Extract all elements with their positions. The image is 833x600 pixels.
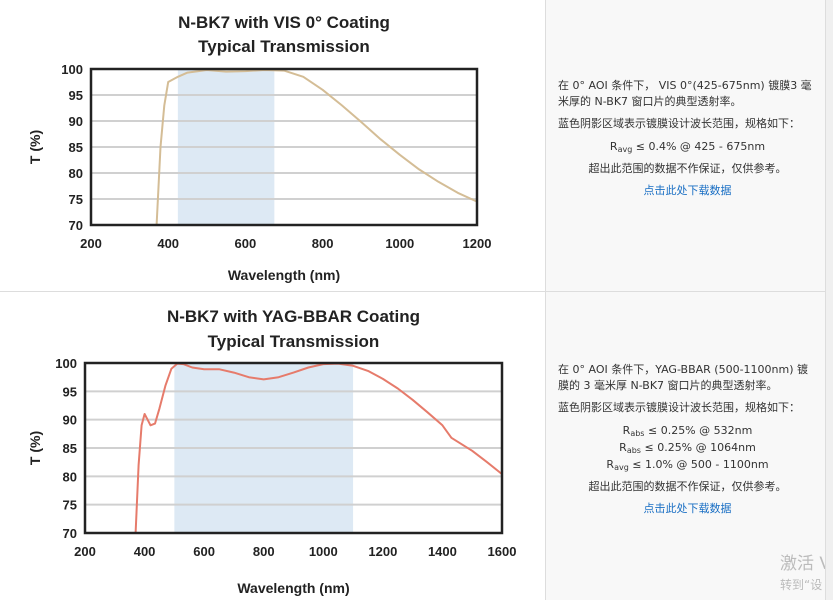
spec-value: ≤ 1.0% @ 500 - 1100nm xyxy=(628,458,769,471)
spec-line: Rabs ≤ 0.25% @ 532nm xyxy=(558,422,817,439)
activation-watermark-sub: 转到“设 xyxy=(780,578,823,592)
transmission-curve xyxy=(155,69,478,226)
chart-description: 在 0° AOI 条件下， VIS 0°(425-675nm) 镀膜3 毫米厚的… xyxy=(558,79,812,108)
y-tick-label: 85 xyxy=(69,140,83,155)
spec-subscript: abs xyxy=(626,446,641,455)
x-axis-label: Wavelength (nm) xyxy=(228,267,340,283)
x-tick-label: 1200 xyxy=(368,544,397,559)
y-tick-label: 70 xyxy=(69,218,83,233)
y-tick-label: 95 xyxy=(69,88,83,103)
activation-watermark: 激活 V xyxy=(780,554,832,574)
y-tick-label: 80 xyxy=(69,166,83,181)
spec-subscript: avg xyxy=(617,145,633,154)
y-tick-label: 75 xyxy=(63,498,77,513)
spec-subscript: abs xyxy=(630,429,645,438)
spec-symbol: R xyxy=(622,424,631,437)
spec-value: ≤ 0.25% @ 532nm xyxy=(644,424,753,437)
chart-title: N-BK7 with YAG-BBAR Coating xyxy=(167,307,420,326)
x-tick-label: 1600 xyxy=(488,544,517,559)
y-axis-label: T (%) xyxy=(27,130,43,164)
download-data-link[interactable]: 点击此处下载数据 xyxy=(643,184,732,197)
chart-panel: N-BK7 with VIS 0° Coating Typical Transmi… xyxy=(0,0,546,291)
scrollbar[interactable] xyxy=(825,0,833,600)
spec-line: Ravg ≤ 1.0% @ 500 - 1100nm xyxy=(558,456,817,473)
y-axis-label: T (%) xyxy=(27,431,43,465)
yag-bbar-transmission-chart: N-BK7 with YAG-BBAR Coating Typical Trans… xyxy=(27,307,517,596)
spec-symbol: R xyxy=(606,458,615,471)
transmission-curve xyxy=(134,362,503,534)
spec-line: Ravg ≤ 0.4% @ 425 - 675nm xyxy=(558,138,817,155)
x-tick-label: 1000 xyxy=(309,544,338,559)
y-tick-label: 100 xyxy=(61,62,83,77)
spec-symbol: R xyxy=(609,140,618,153)
y-tick-label: 70 xyxy=(63,526,77,541)
description-panel: 在 0° AOI 条件下，YAG-BBAR (500-1100nm) 镀膜的 3… xyxy=(546,292,831,600)
chart-title: N-BK7 with VIS 0° Coating xyxy=(178,13,390,32)
x-tick-label: 200 xyxy=(80,236,102,251)
x-tick-label: 800 xyxy=(253,544,275,559)
x-tick-label: 1200 xyxy=(463,236,492,251)
y-tick-label: 85 xyxy=(63,441,77,456)
x-tick-label: 600 xyxy=(235,236,257,251)
x-tick-label: 200 xyxy=(74,544,96,559)
description-panel: 在 0° AOI 条件下， VIS 0°(425-675nm) 镀膜3 毫米厚的… xyxy=(546,0,825,291)
disclaimer: 超出此范围的数据不作保证，仅供参考。 xyxy=(588,162,787,175)
chart-panel: N-BK7 with YAG-BBAR Coating Typical Trans… xyxy=(0,292,546,600)
x-tick-label: 800 xyxy=(312,236,334,251)
spec-list: Rabs ≤ 0.25% @ 532nm Rabs ≤ 0.25% @ 1064… xyxy=(558,422,817,473)
chart-row-yag: N-BK7 with YAG-BBAR Coating Typical Trans… xyxy=(0,292,831,600)
band-note: 蓝色阴影区域表示镀膜设计波长范围，规格如下： xyxy=(558,117,800,130)
x-tick-label: 1000 xyxy=(385,236,414,251)
chart-subtitle: Typical Transmission xyxy=(208,332,380,351)
band-note: 蓝色阴影区域表示镀膜设计波长范围，规格如下： xyxy=(558,401,800,414)
y-tick-label: 95 xyxy=(63,384,77,399)
chart-description: 在 0° AOI 条件下，YAG-BBAR (500-1100nm) 镀膜的 3… xyxy=(558,363,809,392)
plot-frame xyxy=(89,67,479,227)
spec-line: Rabs ≤ 0.25% @ 1064nm xyxy=(558,439,817,456)
disclaimer: 超出此范围的数据不作保证，仅供参考。 xyxy=(588,480,787,493)
spec-subscript: avg xyxy=(614,463,629,472)
chart-row-vis: N-BK7 with VIS 0° Coating Typical Transmi… xyxy=(0,0,825,292)
x-tick-label: 400 xyxy=(134,544,156,559)
y-tick-label: 75 xyxy=(69,192,83,207)
spec-value: ≤ 0.25% @ 1064nm xyxy=(640,441,756,454)
x-axis-label: Wavelength (nm) xyxy=(237,580,349,596)
plot-frame xyxy=(83,361,504,535)
y-tick-label: 90 xyxy=(69,114,83,129)
x-tick-label: 1400 xyxy=(428,544,457,559)
spec-list: Ravg ≤ 0.4% @ 425 - 675nm xyxy=(558,138,817,155)
x-tick-label: 400 xyxy=(157,236,179,251)
y-tick-label: 90 xyxy=(63,413,77,428)
download-data-link[interactable]: 点击此处下载数据 xyxy=(643,502,732,515)
vis-transmission-chart: N-BK7 with VIS 0° Coating Typical Transmi… xyxy=(27,13,492,283)
spec-symbol: R xyxy=(619,441,627,454)
spec-value: ≤ 0.4% @ 425 - 675nm xyxy=(632,140,766,153)
y-tick-label: 80 xyxy=(63,469,77,484)
chart-subtitle: Typical Transmission xyxy=(198,37,370,56)
y-tick-label: 100 xyxy=(55,356,77,371)
x-tick-label: 600 xyxy=(193,544,215,559)
